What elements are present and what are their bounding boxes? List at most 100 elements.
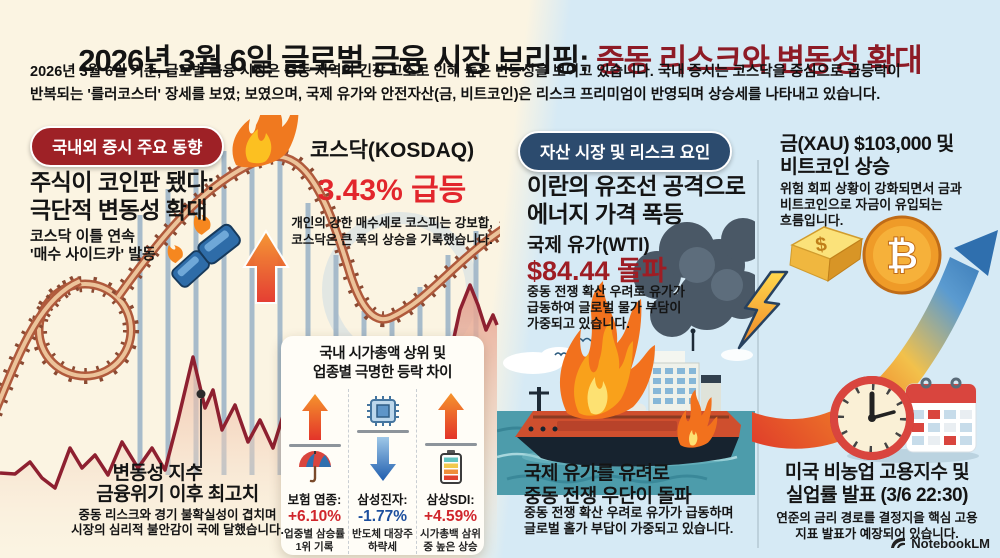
section-divider bbox=[757, 160, 759, 548]
water-flame bbox=[677, 389, 718, 448]
employment-title-line1: 미국 비농업 고용지수 및 bbox=[784, 462, 970, 483]
clock-icon bbox=[830, 376, 914, 460]
item-desc: 업중별 삼승률 1위 기록 bbox=[283, 528, 346, 554]
battery-icon bbox=[439, 449, 462, 484]
gold-btc-desc-line1: 위험 회피 상황이 강화되면서 금과 bbox=[780, 181, 962, 196]
market-cap-item-samsung-sdi: 삼상SDI: +4.59% 시가총백 삼위 중 높은 상승 bbox=[416, 389, 484, 554]
market-cap-title: 국내 시가총액 상위 및 업종별 극명한 등락 차이 bbox=[281, 345, 484, 382]
domestic-headline: 주식이 코인판 됐다: 극단적 변동성 확대 bbox=[30, 168, 215, 224]
item-desc: 시가총백 삼위 중 높은 상승 bbox=[419, 528, 482, 554]
bitcoin-icon: ₿ bbox=[862, 215, 942, 295]
gold-btc-headline: 금(XAU) $103,000 및 비트코인 상승 bbox=[780, 133, 954, 179]
baseline-rule bbox=[424, 442, 477, 446]
tanker-flame bbox=[559, 281, 655, 420]
market-cap-box: 국내 시가총액 상위 및 업종별 극명한 등락 차이 보험 bbox=[281, 336, 484, 555]
item-desc-line2: 중 높은 상승 bbox=[423, 541, 478, 553]
oil-headline: 이란의 유조선 공격으로 에너지 가격 폭등 bbox=[527, 172, 746, 228]
subtitle-line2: 반복되는 '를러코스터' 장세를 보였; 보였으며, 국제 유가와 안전자산(금… bbox=[30, 87, 881, 103]
kosdaq-desc-line2: 코스닥은 큰 폭의 상승을 기록했습니다. bbox=[291, 232, 493, 247]
tanker-desc-line2: 글로벌 홀가 부답이 가중되고 있습니다. bbox=[524, 521, 734, 536]
tanker-desc-line1: 중동 전쟁 확산 우려로 유가가 급동하며 bbox=[524, 505, 734, 520]
kosdaq-value: 3.43% 급등 bbox=[317, 174, 467, 207]
item-desc-line2: 1위 기록 bbox=[295, 541, 334, 553]
domestic-subtext-line2: '매수 사이드카' 발동 bbox=[30, 246, 156, 263]
tanker-desc: 중동 전쟁 확산 우려로 유가가 급동하며 글로벌 홀가 부답이 가중되고 있습… bbox=[524, 505, 733, 537]
item-name: 삼성진자: bbox=[357, 493, 408, 507]
tanker-title-line2: 중동 전쟁 우단이 돌파 bbox=[524, 486, 692, 507]
volatility-desc-line2: 시장의 심리적 불안감이 국에 달했습니다. bbox=[71, 523, 284, 537]
notebooklm-logo-icon bbox=[891, 537, 906, 548]
volatility-title-line1: 변동성 지수 bbox=[112, 463, 203, 484]
track-loop bbox=[31, 276, 139, 384]
domestic-subtext-line1: 코스닥 이틀 연속 bbox=[30, 228, 135, 245]
wti-label: 국제 유가(WTI) bbox=[527, 235, 650, 256]
callout-line bbox=[191, 399, 202, 468]
gold-bar-icon: $ bbox=[789, 226, 864, 283]
tanker-title: 국제 유가를 유려로 중동 전쟁 우단이 돌파 bbox=[524, 462, 692, 508]
lightning-bolt-icon bbox=[737, 270, 789, 350]
bitcoin-symbol: ₿ bbox=[886, 234, 919, 278]
item-value: +4.59% bbox=[423, 508, 477, 525]
trend-arrowhead bbox=[954, 230, 998, 276]
page-title-black: 2026년 3월 6일 글로벌 금융 시장 브리핑: bbox=[78, 42, 589, 78]
calendar-icon bbox=[905, 377, 977, 453]
wti-desc: 중동 전쟁 확산 우려로 유가가 급동하여 글로벌 물가 부담이 가중되고 있습… bbox=[527, 284, 685, 332]
badge-domestic-markets: 국내외 증시 주요 동향 bbox=[30, 126, 225, 167]
kosdaq-desc: 개인의 강한 매수세로 코스피는 강보합, 코스닥은 큰 폭의 상승을 기록했습… bbox=[286, 215, 498, 248]
callout-dot bbox=[196, 389, 206, 399]
coaster-car-rear bbox=[167, 244, 210, 288]
kosdaq-block: 코스닥(KOSDAQ) 3.43% 급등 개인의 강한 매수세로 코스피는 강보… bbox=[286, 134, 498, 248]
baseline-rule bbox=[288, 443, 341, 447]
down-arrow-icon bbox=[369, 436, 396, 481]
item-value: +6.10% bbox=[287, 508, 341, 525]
gold-btc-desc-line3: 흐름입니다. bbox=[780, 213, 844, 228]
chip-icon bbox=[366, 395, 399, 426]
item-name: 보험 엽종: bbox=[287, 493, 342, 507]
item-desc-line1: 업중별 삼승률 bbox=[284, 528, 345, 540]
employment-desc: 연준의 금리 경로를 결정지을 핵심 고용 지표 발표가 예장되어 있습니다. bbox=[758, 511, 996, 542]
wti-desc-line3: 가중되고 있습니다. bbox=[527, 316, 630, 331]
volatility-title-line2: 금융위기 이후 최고치 bbox=[96, 484, 259, 505]
item-desc-line1: 반도체 대장주 bbox=[352, 528, 413, 540]
domestic-headline-line2: 극단적 변동성 확대 bbox=[30, 197, 208, 223]
page-title-red: 중동 리스크와 변동성 확대 bbox=[588, 42, 923, 78]
employment-block: 미국 비농업 고용지수 및 실업률 발표 (3/6 22:30) 연준의 금리 … bbox=[758, 461, 996, 542]
page-subtitle: 2026년 3월 6일 기준, 글로벌 금융 시장은 중동 지역의 긴장 고조로… bbox=[30, 61, 901, 107]
gold-btc-headline-line1: 금(XAU) $103,000 및 bbox=[780, 133, 954, 155]
employment-desc-line2: 지표 발표가 예장되어 있습니다. bbox=[795, 526, 959, 541]
umbrella-icon bbox=[298, 450, 331, 482]
item-value: -1.77% bbox=[357, 508, 408, 525]
clock-calendar-illustration bbox=[830, 376, 979, 463]
kosdaq-label: 코스닥(KOSDAQ) bbox=[309, 139, 475, 162]
smoke-cloud bbox=[633, 218, 755, 337]
item-name: 삼상SDI: bbox=[426, 493, 475, 507]
surge-up-arrow bbox=[242, 229, 290, 304]
burning-tanker-illustration bbox=[497, 218, 755, 495]
gold-btc-desc-line2: 비트코인으로 자금이 유입되는 bbox=[780, 197, 943, 212]
baseline-rule bbox=[356, 429, 409, 433]
gold-dollar-symbol: $ bbox=[814, 233, 828, 256]
item-desc-line2: 하략세 bbox=[368, 541, 397, 553]
up-arrow-icon bbox=[301, 393, 328, 440]
oil-headline-line1: 이란의 유조선 공격으로 bbox=[527, 173, 746, 199]
market-cap-title-line2: 업종별 극명한 등락 차이 bbox=[313, 364, 453, 381]
market-cap-title-line1: 국내 시가총액 상위 및 bbox=[319, 346, 446, 362]
tanker-title-line1: 국제 유가를 유려로 bbox=[524, 463, 670, 484]
kosdaq-desc-line1: 개인의 강한 매수세로 코스피는 강보합, bbox=[291, 216, 493, 230]
gold-btc-headline-line2: 비트코인 상승 bbox=[780, 156, 890, 178]
item-desc: 반도체 대장주 하략세 bbox=[351, 528, 414, 554]
brand-mark: NotebookLM bbox=[889, 535, 990, 551]
domestic-subtext: 코스닥 이틀 연속 '매수 사이드카' 발동 bbox=[30, 228, 156, 264]
track-rails bbox=[0, 148, 500, 421]
volatility-desc: 중동 리스크와 경기 불확실성이 겹치며 시장의 심리적 불안감이 국에 달했습… bbox=[25, 508, 330, 538]
subtitle-line1: 2026년 3월 6일 기준, 글로벌 금융 시장은 중동 지역의 긴장 고조로… bbox=[30, 64, 901, 80]
up-arrow-icon bbox=[437, 392, 464, 439]
oil-headline-line2: 에너지 가격 폭등 bbox=[527, 201, 684, 227]
volatility-desc-line1: 중동 리스크와 경기 불확실성이 겹치며 bbox=[78, 508, 277, 522]
volatility-label-block: 변동성 지수 금융위기 이후 최고치 중동 리스크와 경기 불확실성이 겹치며 … bbox=[25, 463, 330, 538]
market-cap-item-insurance: 보험 엽종: +6.10% 업중별 삼승률 1위 기록 bbox=[281, 389, 348, 554]
badge-asset-markets: 자산 시장 및 리스크 요인 bbox=[518, 131, 733, 172]
market-cap-item-samsung-elec: 삼성진자: -1.77% 반도체 대장주 하략세 bbox=[348, 389, 416, 554]
wti-value: $84.44 돌파 bbox=[527, 256, 667, 286]
